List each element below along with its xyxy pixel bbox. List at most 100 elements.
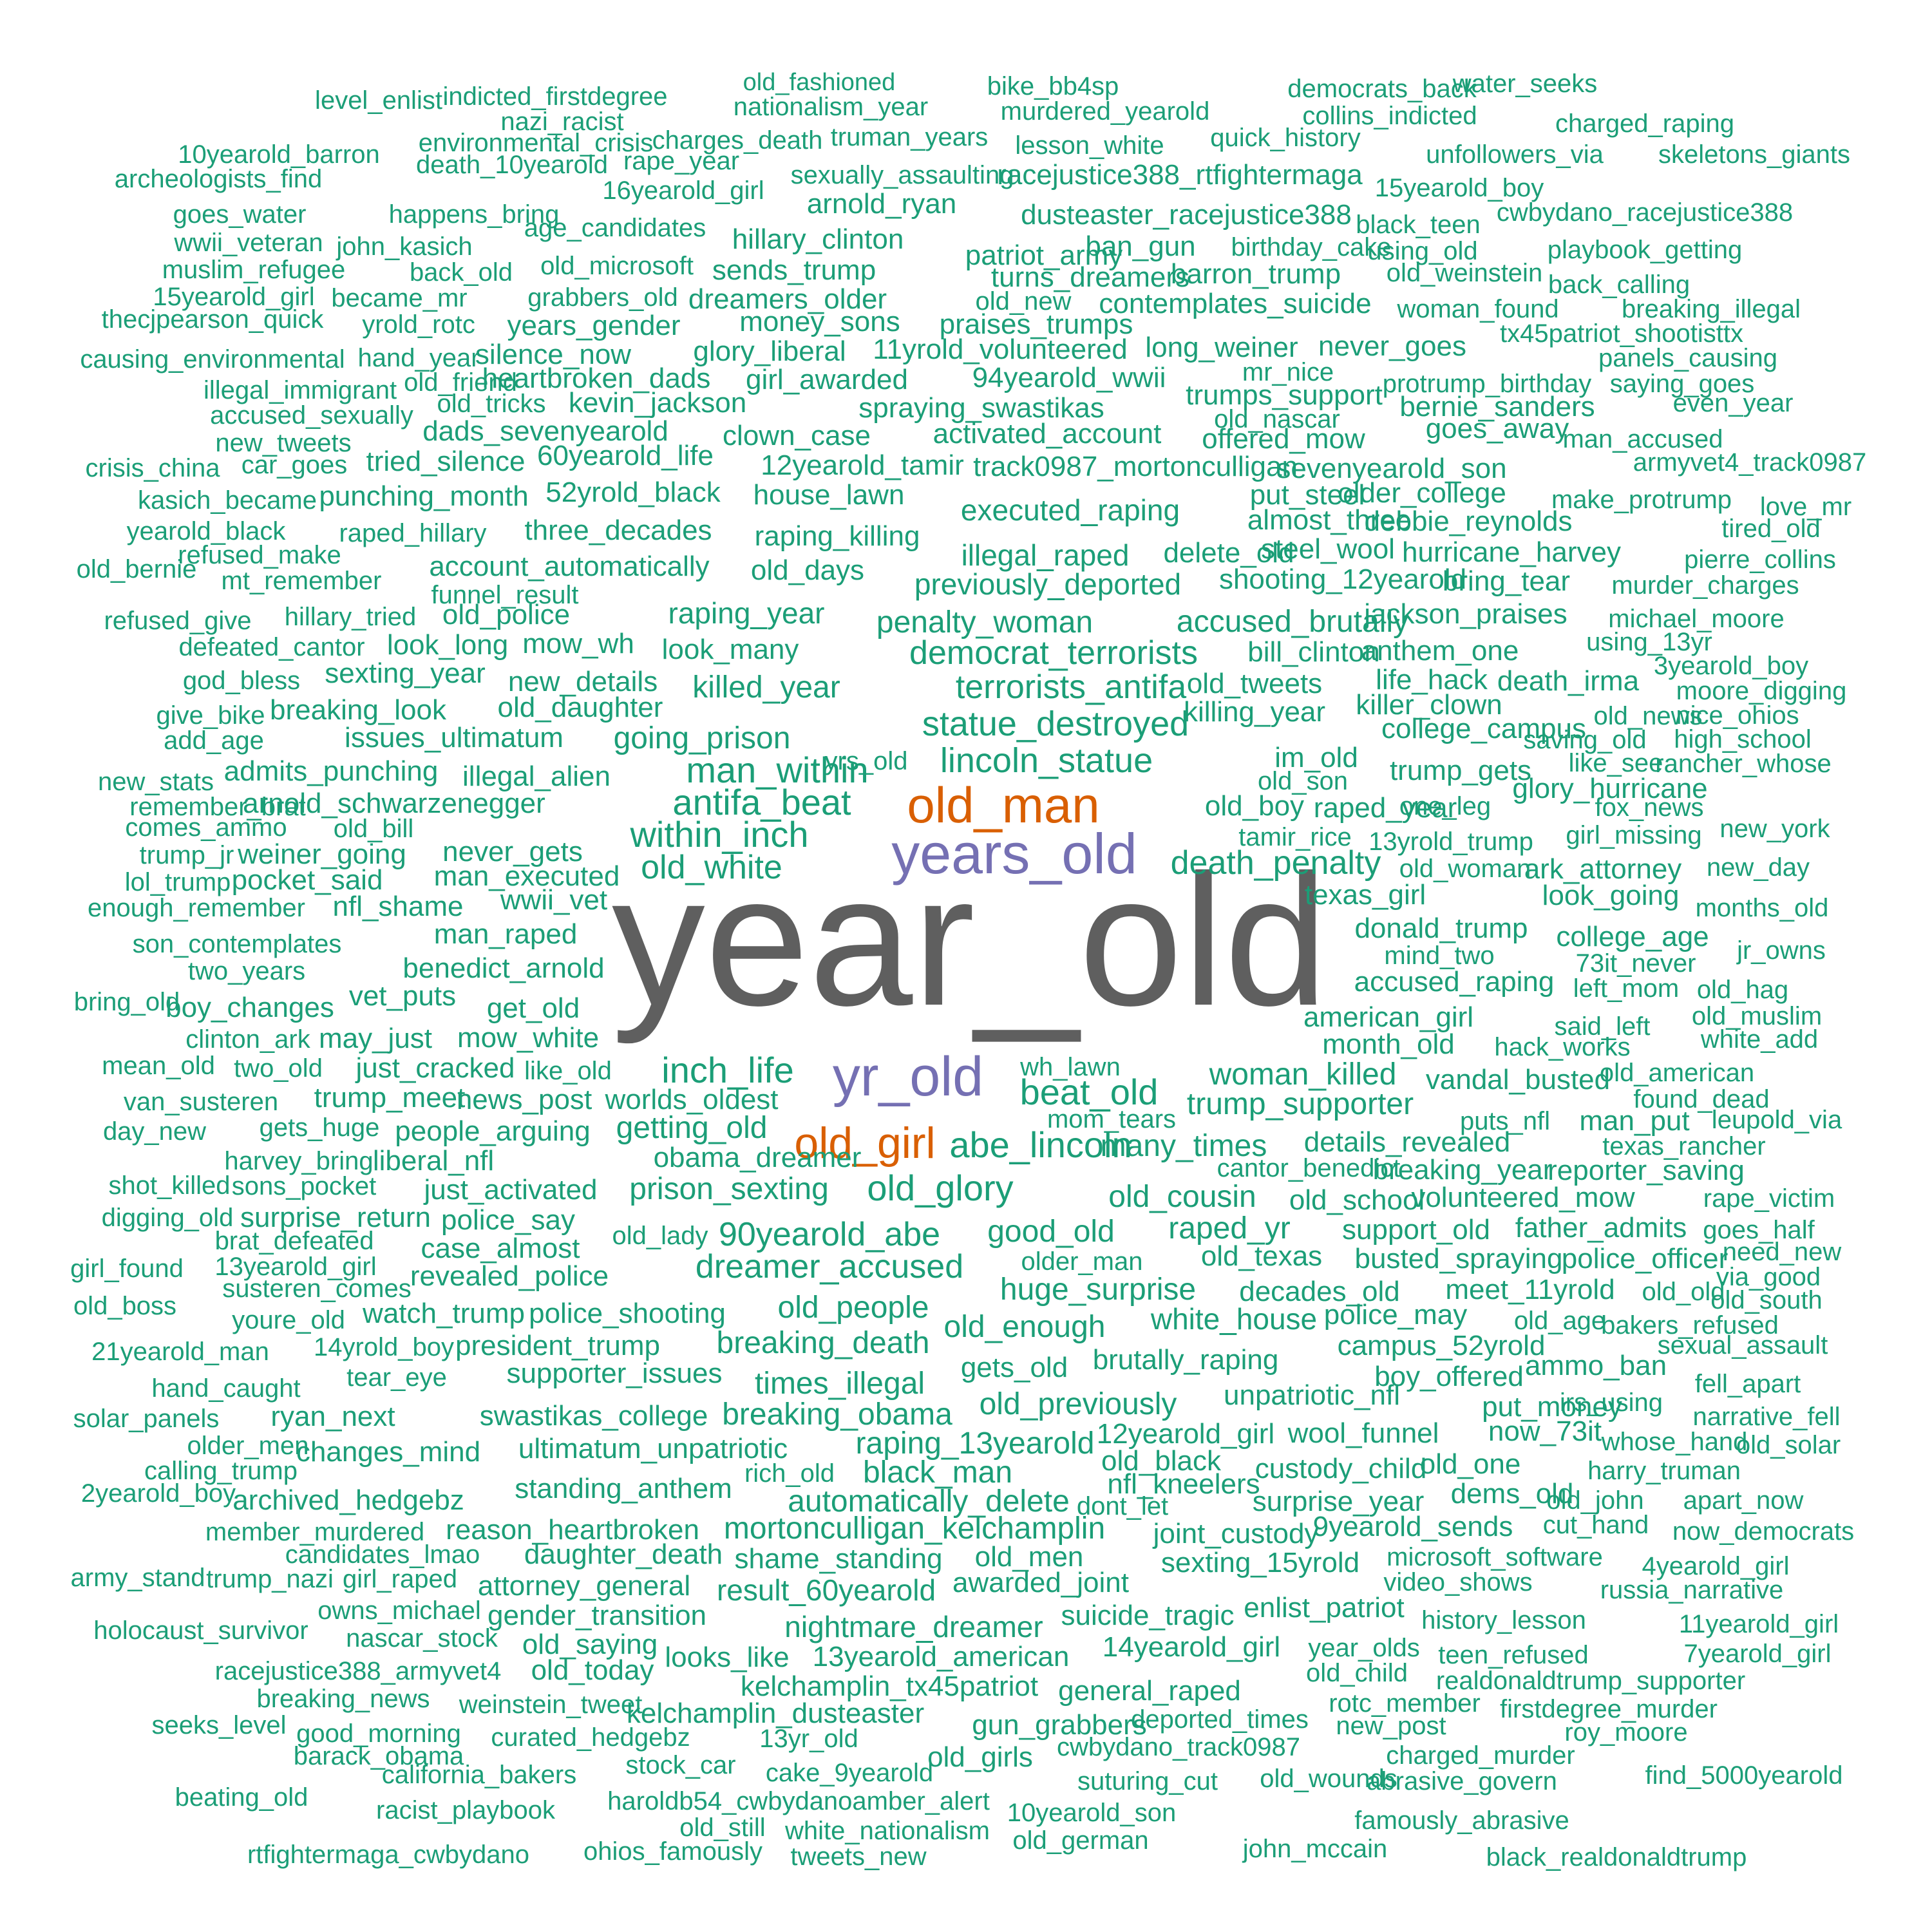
cloud-word-activated-account: activated_account (933, 418, 1162, 450)
cloud-word-new-tweets: new_tweets (215, 429, 352, 457)
cloud-word-admits-punching: admits_punching (223, 755, 439, 787)
cloud-word-money-sons: money_sons (739, 306, 900, 337)
cloud-word-14yrold-boy: 14yrold_boy (314, 1333, 454, 1361)
cloud-word-holocaust-survivor: holocaust_survivor (93, 1616, 308, 1645)
cloud-word-case-almost: case_almost (421, 1233, 580, 1264)
cloud-word-police-say: police_say (441, 1204, 575, 1236)
cloud-word-swastikas-college: swastikas_college (479, 1400, 708, 1432)
cloud-word-old-weinstein: old_weinstein (1386, 259, 1543, 287)
cloud-word-panels-causing: panels_causing (1598, 344, 1777, 372)
cloud-word-white-nationalism: white_nationalism (785, 1817, 990, 1845)
cloud-word-dreamers-older: dreamers_older (688, 283, 887, 315)
cloud-word-brat-defeated: brat_defeated (214, 1227, 374, 1255)
cloud-word-narrative-fell: narrative_fell (1692, 1403, 1841, 1431)
cloud-word-bernie-sanders: bernie_sanders (1399, 391, 1595, 422)
cloud-word-7yearold-girl: 7yearold_girl (1683, 1640, 1832, 1668)
cloud-word-breaking-news: breaking_news (256, 1685, 430, 1713)
cloud-word-old-wounds: old_wounds (1260, 1765, 1397, 1793)
cloud-word-birthday-cake: birthday_cake (1231, 233, 1392, 261)
cloud-word-woman-killed: woman_killed (1209, 1057, 1397, 1092)
cloud-word-kasich-became: kasich_became (138, 486, 317, 515)
cloud-word-vet-puts: vet_puts (348, 980, 457, 1012)
cloud-word-became-mr: became_mr (331, 284, 468, 312)
cloud-word-racejustice388-armyvet4: racejustice388_armyvet4 (214, 1657, 502, 1685)
cloud-word-breaking-illegal: breaking_illegal (1622, 295, 1801, 323)
cloud-word-old-glory: old_glory (867, 1168, 1014, 1208)
cloud-word-old-news: old_news (1593, 702, 1703, 730)
cloud-word-account-automatically: account_automatically (429, 551, 710, 582)
cloud-word-black-realdonaldtrump: black_realdonaldtrump (1486, 1843, 1747, 1871)
cloud-word-bike-bb4sp: bike_bb4sp (987, 72, 1119, 100)
cloud-word-new-york: new_york (1719, 815, 1830, 843)
cloud-word-pocket-said: pocket_said (231, 864, 383, 896)
cloud-word-clown-case: clown_case (723, 420, 871, 451)
cloud-word-environmental-crisis: environmental_crisis (418, 129, 654, 157)
cloud-word-old-german: old_german (1012, 1826, 1149, 1855)
cloud-word-via-good: via_good (1716, 1263, 1821, 1291)
cloud-word-decades-old: decades_old (1239, 1276, 1400, 1307)
cloud-word-goes-away: goes_away (1425, 413, 1569, 444)
cloud-word-john-mccain: john_mccain (1242, 1835, 1388, 1863)
cloud-word-nazi-racist: nazi_racist (500, 108, 624, 136)
cloud-word-pierre-collins: pierre_collins (1684, 545, 1836, 574)
cloud-word-silence-now: silence_now (475, 339, 632, 370)
cloud-word-years-gender: years_gender (507, 310, 681, 341)
cloud-word-said-left: said_left (1554, 1012, 1651, 1041)
cloud-word-hillary-clinton: hillary_clinton (732, 223, 904, 255)
cloud-word-youre-old: youre_old (232, 1306, 345, 1334)
cloud-word-lesson-white: lesson_white (1015, 131, 1164, 160)
cloud-word-happens-bring: happens_bring (388, 200, 560, 229)
cloud-word-glory-hurricane: glory_hurricane (1512, 773, 1708, 804)
cloud-word-deported-times: deported_times (1131, 1705, 1309, 1734)
cloud-word-crisis-china: crisis_china (85, 454, 220, 482)
cloud-word-love-mr: love_mr (1759, 493, 1852, 521)
cloud-word-reason-heartbroken: reason_heartbroken (446, 1514, 699, 1546)
cloud-word-make-protrump: make_protrump (1551, 486, 1732, 514)
cloud-word-kelchamplin-dusteaster: kelchamplin_dusteaster (626, 1698, 925, 1729)
cloud-word-daughter-death: daughter_death (524, 1539, 723, 1570)
cloud-word-awarded-joint: awarded_joint (952, 1567, 1129, 1598)
cloud-word-trumps-support: trumps_support (1186, 379, 1383, 411)
cloud-word-man-raped: man_raped (433, 918, 578, 950)
cloud-word-punching-month: punching_month (319, 480, 529, 512)
cloud-word-dusteaster-racejustice388: dusteaster_racejustice388 (1021, 199, 1352, 231)
cloud-word-charges-death: charges_death (652, 126, 823, 155)
cloud-word-look-long: look_long (386, 629, 509, 661)
cloud-word-jackson-praises: jackson_praises (1364, 598, 1567, 630)
cloud-word-suturing-cut: suturing_cut (1077, 1767, 1218, 1795)
cloud-word-sevenyearold-son: sevenyearold_son (1276, 453, 1507, 484)
cloud-word-high-school: high_school (1674, 725, 1812, 753)
cloud-word-old-child: old_child (1306, 1659, 1408, 1687)
cloud-word-funnel-result: funnel_result (431, 581, 579, 609)
cloud-word-lincoln-statue: lincoln_statue (940, 741, 1153, 780)
cloud-word-collins-indicted: collins_indicted (1302, 102, 1477, 130)
cloud-word-digging-old: digging_old (101, 1204, 234, 1232)
cloud-word-raped-hillary: raped_hillary (339, 519, 487, 547)
cloud-word-grabbers-old: grabbers_old (527, 283, 678, 312)
cloud-word-older-man: older_man (1021, 1247, 1143, 1276)
cloud-word-quick-history: quick_history (1210, 124, 1361, 152)
cloud-word-kelchamplin-tx45patriot: kelchamplin_tx45patriot (740, 1671, 1039, 1702)
cloud-word-liberal-nfl: liberal_nfl (372, 1145, 495, 1177)
cloud-word-enough-remember: enough_remember (88, 894, 305, 922)
cloud-word-13yearold-girl: 13yearold_girl (214, 1253, 377, 1281)
cloud-word-man-executed: man_executed (433, 860, 620, 892)
cloud-word-wh-lawn: wh_lawn (1020, 1053, 1121, 1081)
cloud-word-kevin-jackson: kevin_jackson (568, 387, 747, 419)
cloud-word-democrat-terrorists: democrat_terrorists (909, 634, 1198, 672)
cloud-word-going-prison: going_prison (613, 721, 791, 755)
cloud-word-changes-mind: changes_mind (296, 1436, 481, 1468)
cloud-word-many-times: many_times (1100, 1129, 1267, 1163)
cloud-word-mow-white: mow_white (457, 1022, 600, 1054)
cloud-word-bring-old: bring_old (73, 988, 180, 1016)
cloud-word-now-democrats: now_democrats (1672, 1517, 1855, 1546)
cloud-word-mt-remember: mt_remember (221, 567, 382, 595)
cloud-word-just-activated: just_activated (424, 1174, 598, 1206)
cloud-word-penalty-woman: penalty_woman (876, 605, 1094, 639)
cloud-word-unpatriotic-nfl: unpatriotic_nfl (1224, 1379, 1400, 1411)
cloud-word-joint-custody: joint_custody (1153, 1518, 1319, 1549)
cloud-word-apart-now: apart_now (1683, 1486, 1804, 1515)
cloud-word-american-girl: american_girl (1303, 1001, 1474, 1033)
cloud-word-worlds-oldest: worlds_oldest (605, 1084, 779, 1115)
cloud-word-refused-give: refused_give (104, 607, 252, 635)
